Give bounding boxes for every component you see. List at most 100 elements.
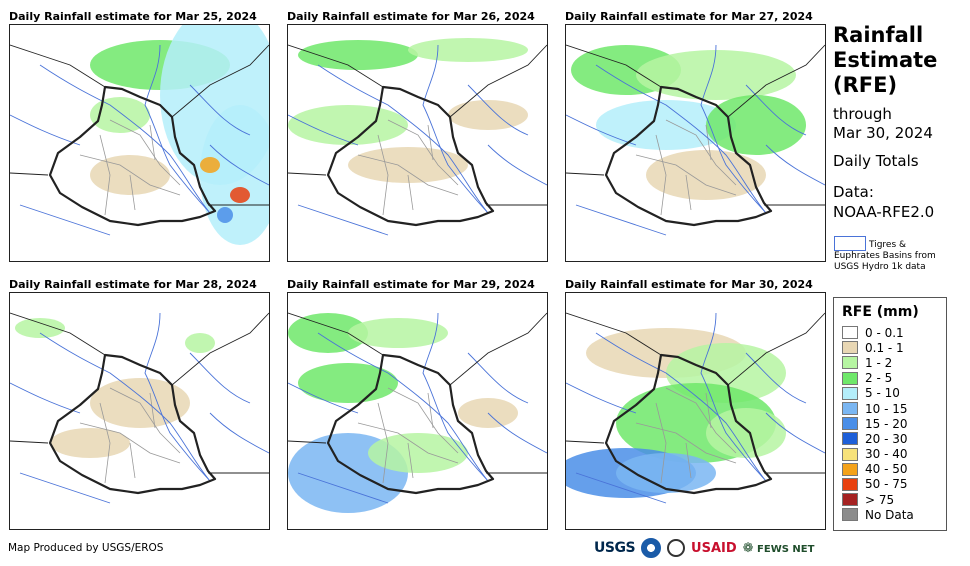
agency-seal-icon <box>667 539 686 557</box>
admin-boundary <box>427 392 434 429</box>
river-line <box>10 382 81 414</box>
legend-title: RFE (mm) <box>842 304 919 320</box>
legend-row: 50 - 75 <box>842 477 946 492</box>
admin-boundary <box>99 402 111 484</box>
basin-legend-line3: USGS Hydro 1k data <box>834 261 926 272</box>
legend-swatch <box>842 508 858 522</box>
legend-swatch <box>842 447 858 461</box>
legend-swatch <box>842 386 858 400</box>
basin-legend-line1: Tigres & <box>869 240 907 250</box>
map-panel-1 <box>9 24 270 262</box>
legend-swatch <box>842 477 858 491</box>
legend-row: 15 - 20 <box>842 416 946 431</box>
map-canvas <box>288 312 547 513</box>
admin-boundary <box>99 134 111 216</box>
legend-row: 2 - 5 <box>842 371 946 386</box>
admin-boundary <box>635 154 737 196</box>
neighbor-border <box>566 44 825 206</box>
legend-label: 15 - 20 <box>865 416 908 431</box>
admin-boundary <box>149 124 156 161</box>
legend-row: 30 - 40 <box>842 447 946 462</box>
legend-label: 30 - 40 <box>865 447 908 462</box>
panel-title-2: Daily Rainfall estimate for Mar 26, 2024 <box>287 10 535 23</box>
rainfall-area <box>200 157 220 173</box>
rainfall-area <box>185 333 215 353</box>
country-outline <box>48 85 217 227</box>
panel-title-6: Daily Rainfall estimate for Mar 30, 2024 <box>565 278 813 291</box>
through-date: Mar 30, 2024 <box>833 124 933 143</box>
river-line <box>575 472 667 504</box>
river-line <box>19 204 111 236</box>
legend-row: 5 - 10 <box>842 386 946 401</box>
logo-strip: USGS USAID ❁ FEWS NET <box>594 538 814 558</box>
country-outline <box>604 353 773 495</box>
basin-legend-line2: Euphrates Basins from <box>834 251 936 261</box>
admin-boundary <box>705 392 712 429</box>
river-line <box>467 352 529 404</box>
admin-boundary <box>705 124 712 161</box>
admin-boundary <box>149 392 156 429</box>
river-line <box>317 332 489 482</box>
rainfall-area <box>217 207 233 223</box>
legend-row: 0.1 - 1 <box>842 340 946 355</box>
legend-swatch <box>842 462 858 476</box>
river-line <box>209 412 269 454</box>
river-line <box>745 352 807 404</box>
river-line <box>575 204 667 236</box>
river-line <box>209 144 269 186</box>
river-line <box>297 204 389 236</box>
admin-boundary <box>387 387 459 454</box>
map-panel-2 <box>287 24 548 262</box>
admin-boundary <box>685 174 692 211</box>
river-line <box>487 144 547 186</box>
legend-swatch <box>842 417 858 431</box>
legend-swatch <box>842 493 858 507</box>
rainfall-area <box>368 433 468 473</box>
admin-boundary <box>665 119 737 186</box>
legend-row: > 75 <box>842 492 946 507</box>
legend-label: 0 - 0.1 <box>865 325 904 340</box>
rainfall-area <box>646 150 766 200</box>
river-line <box>144 44 211 214</box>
country-outline <box>326 85 495 227</box>
rainfall-area <box>348 318 448 348</box>
legend-label: > 75 <box>865 492 895 507</box>
river-line <box>19 472 111 504</box>
legend-label: 1 - 2 <box>865 355 893 370</box>
rainfall-area <box>616 453 716 493</box>
legend-row: 1 - 2 <box>842 355 946 370</box>
river-line <box>297 472 389 504</box>
river-line <box>765 412 825 454</box>
usaid-logo: USAID <box>691 540 737 556</box>
data-source: NOAA-RFE2.0 <box>833 202 935 221</box>
legend-swatch <box>842 356 858 370</box>
rainfall-area <box>200 105 269 245</box>
admin-boundary <box>377 402 389 484</box>
map-panel-3 <box>565 24 826 262</box>
map-canvas <box>10 25 269 245</box>
river-line <box>595 332 767 482</box>
rainfall-area <box>50 428 130 458</box>
river-line <box>700 312 767 482</box>
river-line <box>422 312 489 482</box>
legend-row: No Data <box>842 507 946 522</box>
legend-row: 40 - 50 <box>842 462 946 477</box>
panel-title-4: Daily Rainfall estimate for Mar 28, 2024 <box>9 278 257 291</box>
river-line <box>700 44 767 214</box>
legend-label: 5 - 10 <box>865 386 900 401</box>
legend-swatch <box>842 402 858 416</box>
map-panel-6 <box>565 292 826 530</box>
map-panel-5 <box>287 292 548 530</box>
neighbor-border <box>288 44 547 206</box>
rainfall-area <box>706 95 806 155</box>
admin-boundary <box>109 119 181 186</box>
noaa-logo-icon <box>641 538 662 558</box>
rainfall-area <box>230 187 250 203</box>
admin-boundary <box>407 174 414 211</box>
neighbor-border <box>288 312 547 474</box>
river-line <box>595 64 767 214</box>
rainfall-area <box>288 105 408 145</box>
rainfall-area <box>348 147 468 183</box>
legend-swatch <box>842 341 858 355</box>
